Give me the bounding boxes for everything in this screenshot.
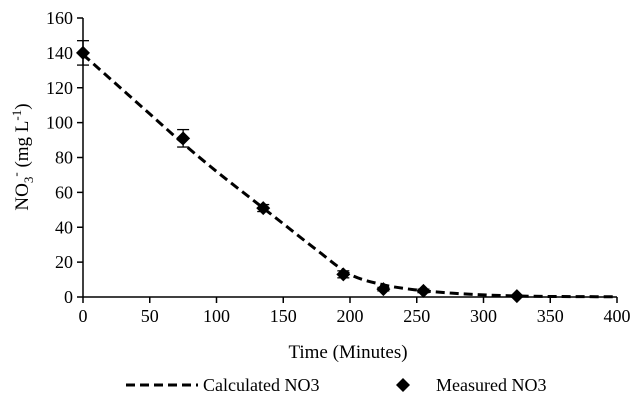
calculated-line <box>82 53 618 299</box>
measured-point <box>376 282 391 297</box>
measured-points <box>76 45 524 304</box>
y-tick-label: 140 <box>46 43 73 63</box>
x-axis: 0 50 100 150 200 250 300 350 400 <box>79 296 631 326</box>
legend-measured-label: Measured NO3 <box>436 375 546 395</box>
legend-calculated-label: Calculated NO3 <box>203 375 319 395</box>
error-bars <box>77 40 523 298</box>
x-tick-label: 250 <box>403 306 430 326</box>
x-tick-label: 100 <box>203 306 230 326</box>
y-tick-label: 80 <box>55 148 73 168</box>
x-axis-title: Time (Minutes) <box>288 342 407 363</box>
y-tick-label: 0 <box>64 287 73 307</box>
x-tick-label: 300 <box>470 306 497 326</box>
y-tick-label: 120 <box>46 78 73 98</box>
x-tick-label: 200 <box>337 306 364 326</box>
legend: Calculated NO3 Measured NO3 <box>126 375 546 395</box>
measured-point <box>176 131 191 146</box>
x-tick-label: 150 <box>270 306 297 326</box>
y-tick-label: 160 <box>46 8 73 28</box>
y-tick-label: 100 <box>46 113 73 133</box>
measured-point <box>336 267 351 282</box>
x-tick-label: 400 <box>604 306 631 326</box>
y-tick-label: 60 <box>55 182 73 202</box>
x-tick-label: 0 <box>79 306 88 326</box>
measured-point <box>509 289 524 304</box>
y-tick-label: 40 <box>55 217 73 237</box>
y-tick-label: 20 <box>55 252 73 272</box>
measured-point <box>256 201 271 216</box>
legend-measured-marker <box>396 378 410 392</box>
x-tick-label: 50 <box>141 306 159 326</box>
measured-point <box>416 283 431 298</box>
y-axis: 0 20 40 60 80 100 120 140 160 <box>46 8 84 307</box>
y-axis-title: NO3- (mg L-1) <box>8 103 36 210</box>
x-tick-label: 350 <box>537 306 564 326</box>
